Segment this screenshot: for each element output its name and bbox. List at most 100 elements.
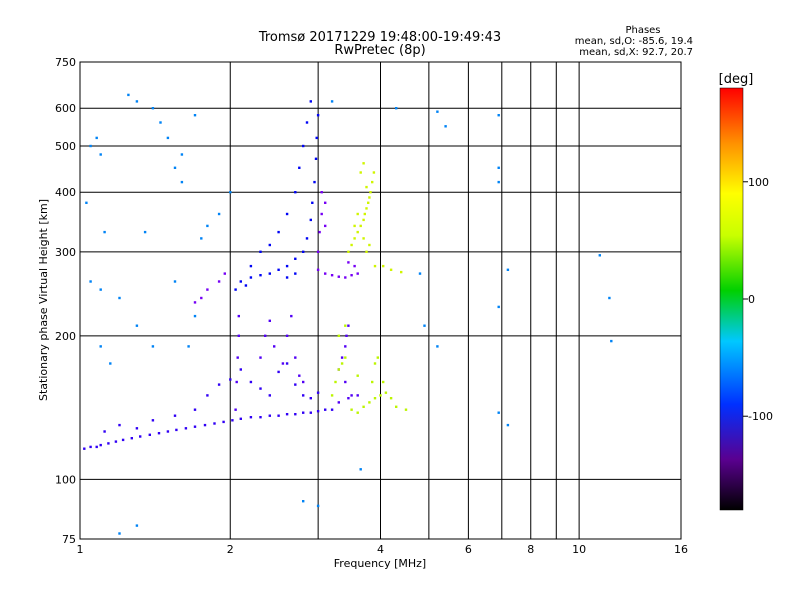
data-point bbox=[285, 362, 289, 365]
data-point bbox=[598, 254, 601, 257]
data-point bbox=[259, 356, 262, 359]
data-point bbox=[285, 264, 289, 268]
data-point bbox=[356, 212, 359, 216]
data-point bbox=[373, 362, 377, 365]
data-point bbox=[200, 296, 203, 300]
data-point bbox=[369, 191, 372, 194]
data-point bbox=[363, 212, 366, 216]
data-point bbox=[237, 314, 240, 318]
data-point bbox=[356, 394, 359, 397]
data-point bbox=[423, 324, 426, 327]
data-point bbox=[362, 218, 365, 222]
data-point bbox=[436, 345, 439, 348]
x-tick-label: 1 bbox=[77, 543, 84, 556]
data-point bbox=[234, 288, 237, 291]
data-point bbox=[404, 408, 408, 411]
data-point bbox=[506, 268, 510, 271]
data-point bbox=[229, 191, 232, 194]
data-point bbox=[344, 276, 347, 279]
data-point bbox=[203, 423, 207, 427]
data-point bbox=[285, 276, 289, 279]
data-point bbox=[382, 264, 385, 268]
data-point bbox=[344, 380, 347, 384]
data-point bbox=[217, 280, 221, 283]
data-point bbox=[268, 414, 271, 417]
data-point bbox=[330, 408, 334, 411]
data-point bbox=[347, 261, 350, 264]
data-point bbox=[180, 180, 184, 184]
data-point bbox=[273, 345, 276, 348]
colorbar-tick-label: 0 bbox=[748, 293, 755, 306]
x-tick-labels: 1 2 4 6 8 10 16 bbox=[77, 543, 689, 556]
data-point bbox=[389, 268, 393, 271]
data-point bbox=[244, 284, 248, 287]
data-point bbox=[277, 370, 280, 374]
data-point bbox=[268, 394, 271, 397]
data-point bbox=[362, 162, 365, 165]
y-tick-label: 75 bbox=[62, 533, 76, 546]
data-point bbox=[316, 114, 320, 117]
data-point bbox=[277, 268, 280, 271]
data-point bbox=[367, 201, 370, 204]
stats-x-line: mean, sd,X: 92.7, 20.7 bbox=[579, 47, 693, 58]
stats-heading: Phases bbox=[625, 25, 660, 36]
data-point bbox=[347, 397, 350, 400]
data-point bbox=[118, 296, 121, 300]
data-point bbox=[200, 237, 203, 240]
data-point bbox=[99, 345, 102, 348]
data-point bbox=[89, 144, 92, 148]
data-point bbox=[384, 391, 388, 394]
data-point bbox=[236, 356, 239, 359]
data-point bbox=[362, 237, 365, 240]
data-point bbox=[330, 394, 334, 397]
data-point bbox=[103, 430, 106, 433]
data-point bbox=[294, 272, 297, 275]
data-point bbox=[316, 391, 320, 394]
data-point bbox=[305, 237, 309, 240]
data-point bbox=[324, 272, 327, 275]
x-tick-label: 4 bbox=[377, 543, 384, 556]
data-point bbox=[237, 334, 240, 337]
data-point bbox=[234, 408, 237, 411]
data-point bbox=[362, 405, 365, 408]
data-point bbox=[302, 144, 305, 148]
colorbar-ticks: 100 0 -100 bbox=[743, 176, 773, 423]
data-point bbox=[305, 121, 309, 124]
data-point bbox=[497, 180, 500, 184]
data-point bbox=[368, 401, 371, 404]
data-point bbox=[497, 411, 500, 414]
data-point bbox=[608, 296, 611, 300]
data-point bbox=[249, 416, 253, 419]
x-tick-label: 16 bbox=[674, 543, 688, 556]
data-point bbox=[206, 394, 209, 397]
data-point bbox=[356, 272, 359, 275]
data-point bbox=[353, 237, 356, 240]
data-point bbox=[139, 435, 142, 438]
data-point bbox=[302, 394, 305, 397]
y-axis-label: Stationary phase Virtual Height [km] bbox=[37, 199, 50, 401]
data-point bbox=[294, 356, 297, 359]
x-axis-label: Frequency [MHz] bbox=[334, 557, 426, 570]
data-point bbox=[350, 274, 353, 277]
data-point bbox=[337, 401, 340, 404]
data-point bbox=[337, 275, 340, 278]
data-point bbox=[320, 212, 323, 216]
data-point bbox=[340, 356, 344, 359]
data-point bbox=[324, 201, 327, 204]
data-point bbox=[373, 264, 377, 268]
data-point bbox=[379, 394, 382, 397]
data-point bbox=[359, 468, 362, 471]
data-point bbox=[316, 504, 320, 508]
data-point bbox=[135, 427, 139, 430]
data-point bbox=[311, 201, 314, 204]
data-point bbox=[259, 416, 262, 419]
data-point bbox=[294, 257, 297, 260]
data-point bbox=[151, 345, 155, 348]
data-point bbox=[356, 374, 359, 377]
data-point bbox=[337, 334, 340, 337]
data-point bbox=[193, 425, 197, 428]
data-point bbox=[180, 153, 184, 156]
data-point bbox=[298, 374, 301, 377]
data-point bbox=[365, 250, 368, 253]
